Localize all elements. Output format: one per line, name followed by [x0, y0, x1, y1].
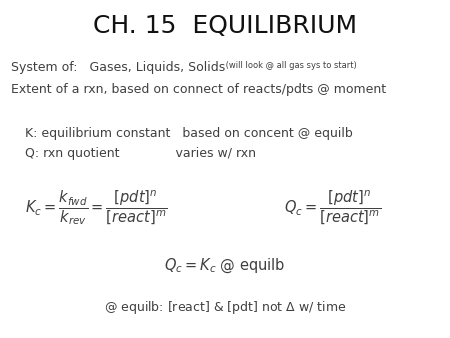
- Text: Q: rxn quotient              varies w/ rxn: Q: rxn quotient varies w/ rxn: [25, 147, 256, 160]
- Text: Extent of a rxn, based on connect of reacts/pdts @ moment: Extent of a rxn, based on connect of rea…: [11, 83, 387, 96]
- Text: @ equilb: [react] & [pdt] not $\Delta$ w/ time: @ equilb: [react] & [pdt] not $\Delta$ w…: [104, 299, 346, 316]
- Text: $K_c = \dfrac{k_{fwd}}{k_{rev}} = \dfrac{[pdt]^n}{[react]^m}$: $K_c = \dfrac{k_{fwd}}{k_{rev}} = \dfrac…: [25, 189, 167, 227]
- Text: System of:   Gases, Liquids, Solids: System of: Gases, Liquids, Solids: [11, 61, 225, 74]
- Text: $Q_c = K_c$ @ equilb: $Q_c = K_c$ @ equilb: [164, 257, 286, 275]
- Text: $Q_c = \dfrac{[pdt]^n}{[react]^m}$: $Q_c = \dfrac{[pdt]^n}{[react]^m}$: [284, 189, 381, 227]
- Text: CH. 15  EQUILIBRIUM: CH. 15 EQUILIBRIUM: [93, 14, 357, 38]
- Text: (will look @ all gas sys to start): (will look @ all gas sys to start): [223, 61, 356, 70]
- Text: K: equilibrium constant   based on concent @ equilb: K: equilibrium constant based on concent…: [25, 127, 352, 140]
